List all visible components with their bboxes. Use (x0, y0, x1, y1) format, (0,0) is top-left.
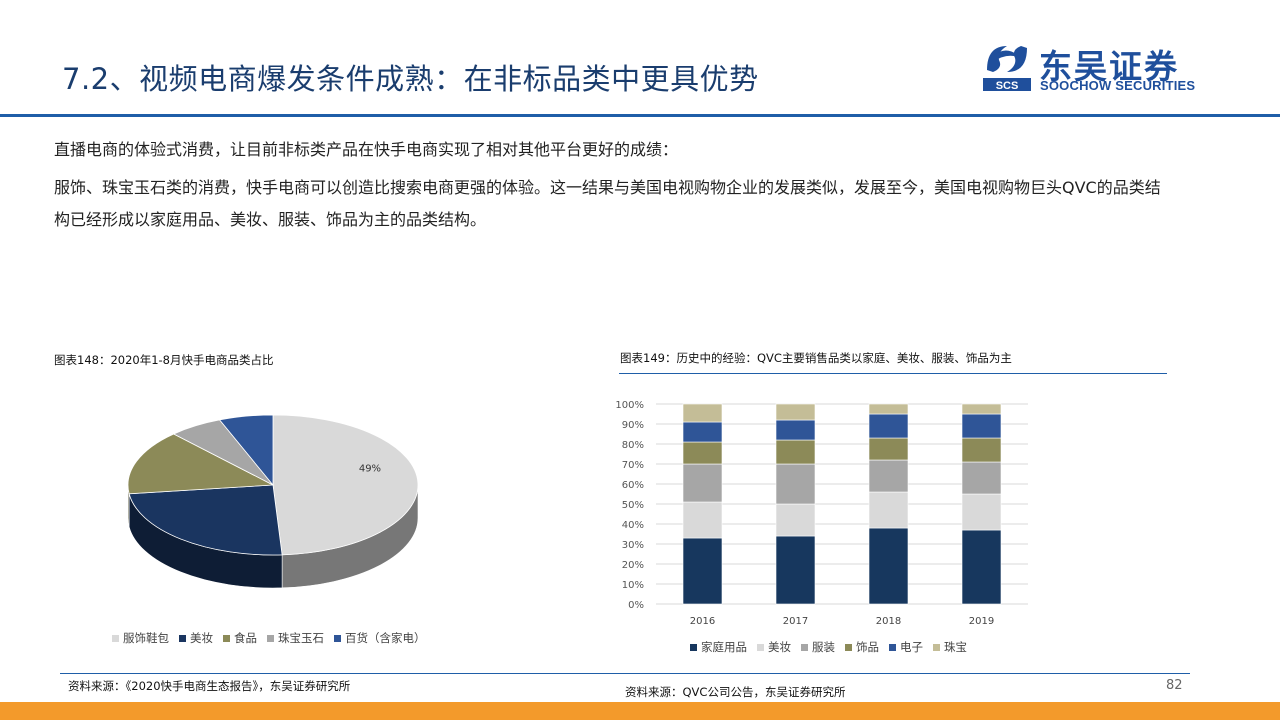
legend-label: 美妆 (190, 631, 213, 645)
legend-swatch (334, 634, 341, 642)
legend-label: 家庭用品 (701, 640, 747, 654)
legend-label: 电子 (900, 640, 923, 654)
bar-segment (682, 501, 723, 539)
bar-segment (775, 503, 816, 537)
y-tick-label: 50% (622, 500, 644, 511)
bar-segment (682, 463, 723, 503)
pie-legend-item: 美妆 (179, 630, 213, 646)
pie-legend-item: 百货（含家电） (334, 630, 426, 646)
y-tick-label: 20% (622, 560, 644, 571)
bar-legend-item: 珠宝 (933, 639, 967, 655)
legend-label: 服饰鞋包 (123, 631, 169, 645)
bar-segment (868, 413, 909, 439)
y-tick-label: 90% (622, 420, 644, 431)
y-tick-label: 100% (615, 400, 644, 411)
x-tick-label: 2018 (876, 616, 901, 627)
bar-legend-item: 美妆 (757, 639, 791, 655)
paragraph-intro: 直播电商的体验式消费，让目前非标类产品在快手电商实现了相对其他平台更好的成绩： (54, 140, 679, 159)
footer-divider (60, 673, 1190, 674)
legend-swatch (757, 643, 764, 651)
y-tick-label: 0% (628, 600, 644, 611)
title-divider (0, 114, 1280, 117)
legend-label: 百货（含家电） (345, 631, 426, 645)
footer-accent-bar (0, 702, 1280, 720)
pie-data-label: 49% (359, 464, 381, 475)
logo-english-name: SOOCHOW SECURITIES (1040, 78, 1196, 93)
figure1-caption: 图表148：2020年1-8月快手电商品类占比 (54, 353, 274, 367)
y-tick-label: 60% (622, 480, 644, 491)
bar-segment (775, 419, 816, 441)
figure2-caption-divider (619, 373, 1167, 374)
paragraph-detail: 服饰、珠宝玉石类的消费，快手电商可以创造比搜索电商更强的体验。这一结果与美国电视… (54, 178, 1161, 229)
legend-swatch (223, 634, 230, 642)
legend-swatch (690, 643, 697, 651)
bar-segment (961, 529, 1002, 605)
bar-segment (775, 439, 816, 465)
legend-swatch (801, 643, 808, 651)
bar-segment (961, 437, 1002, 463)
page-title: 7.2、视频电商爆发条件成熟：在非标品类中更具优势 (62, 62, 759, 96)
company-logo: SCS 东吴证券 SOOCHOW SECURITIES (983, 42, 1213, 96)
legend-label: 饰品 (856, 640, 879, 654)
logo-chinese-name: 东吴证券 (1039, 47, 1179, 86)
y-tick-label: 70% (622, 460, 644, 471)
pie-slice (128, 484, 283, 556)
y-tick-label: 40% (622, 520, 644, 531)
x-tick-label: 2016 (690, 616, 715, 627)
legend-swatch (179, 634, 186, 642)
bar-segment (775, 403, 816, 421)
legend-swatch (845, 643, 852, 651)
y-tick-label: 30% (622, 540, 644, 551)
legend-label: 珠宝玉石 (278, 631, 324, 645)
page-number: 82 (1166, 678, 1183, 693)
x-tick-label: 2017 (783, 616, 808, 627)
bar-segment (868, 459, 909, 493)
legend-swatch (267, 634, 274, 642)
pie-legend-item: 服饰鞋包 (112, 630, 169, 646)
pie-slice (127, 433, 275, 495)
bar-segment (868, 403, 909, 415)
legend-label: 美妆 (768, 640, 791, 654)
bar-segment (682, 441, 723, 465)
bar-legend-item: 家庭用品 (690, 639, 747, 655)
scs-logo-icon: SCS (983, 42, 1031, 92)
legend-swatch (112, 634, 119, 642)
figure1-source: 资料来源：《2020快手电商生态报告》，东吴证券研究所 (68, 679, 351, 693)
figure2-source: 资料来源：QVC公司公告，东吴证券研究所 (625, 685, 846, 699)
figure2-caption: 图表149：历史中的经验：QVC主要销售品类以家庭、美妆、服装、饰品为主 (620, 351, 1012, 365)
legend-label: 服装 (812, 640, 835, 654)
pie-slice (272, 414, 419, 556)
bar-segment (961, 403, 1002, 415)
pie-legend-item: 珠宝玉石 (267, 630, 324, 646)
y-tick-label: 10% (622, 580, 644, 591)
bar-segment (868, 491, 909, 529)
pie-chart: 49% (127, 414, 419, 589)
stacked-bar-chart: 0% 10% 20% 30% 40% 50% 60% 70% 80% 90% 100% 2016 201… (615, 400, 1028, 627)
y-tick-label: 80% (622, 440, 644, 451)
legend-label: 珠宝 (944, 640, 967, 654)
bar-legend-item: 服装 (801, 639, 835, 655)
pie-slice (218, 414, 274, 487)
bar-segment (961, 413, 1002, 439)
bar-legend-item: 饰品 (845, 639, 879, 655)
bar-legend: 家庭用品 美妆 服装 饰品 电子 珠宝 (690, 639, 967, 655)
bar-legend-item: 电子 (889, 639, 923, 655)
legend-swatch (889, 643, 896, 651)
bar-segment (775, 463, 816, 505)
logo-mark-text: SCS (996, 80, 1019, 92)
x-tick-label: 2019 (969, 616, 994, 627)
bar-segment (682, 403, 723, 423)
bar-segment (682, 421, 723, 443)
bar-segment (868, 437, 909, 461)
bar-segment (961, 493, 1002, 531)
pie-legend: 服饰鞋包 美妆 食品 珠宝玉石 百货（含家电） (112, 630, 426, 646)
pie-legend-item: 食品 (223, 630, 257, 646)
legend-label: 食品 (234, 631, 257, 645)
bar-segment (775, 535, 816, 605)
bar-segment (868, 527, 909, 605)
bar-segment (682, 537, 723, 605)
legend-swatch (933, 643, 940, 651)
bar-segment (961, 461, 1002, 495)
